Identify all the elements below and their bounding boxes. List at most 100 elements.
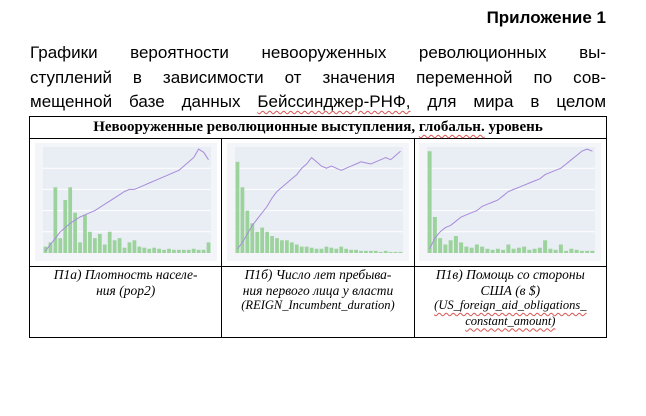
bar bbox=[378, 251, 383, 253]
bar bbox=[569, 248, 574, 253]
bar bbox=[433, 216, 438, 253]
bar bbox=[280, 240, 284, 253]
bar bbox=[590, 250, 595, 253]
caption-c-line1: П1в) Помощь со стороны bbox=[435, 267, 585, 282]
bar bbox=[522, 246, 527, 253]
bar bbox=[496, 248, 501, 253]
bar bbox=[58, 238, 62, 253]
caption-c-line2: США (в $) bbox=[480, 282, 541, 298]
caption-cell-b: П1б) Число лет пребыва- ния первого лица… bbox=[221, 266, 415, 338]
bar bbox=[339, 246, 344, 253]
bar bbox=[137, 246, 141, 253]
bar bbox=[559, 244, 564, 253]
caption-cell-c: П1в) Помощь со стороны США (в $) (US_for… bbox=[413, 266, 608, 338]
bar bbox=[334, 248, 339, 253]
bar bbox=[260, 227, 265, 253]
probability-line bbox=[44, 148, 209, 252]
bar bbox=[548, 248, 553, 253]
bar bbox=[265, 231, 269, 253]
caption-b-line2: ния первого лица у власти bbox=[242, 282, 394, 298]
caption-a-line2: ния (pop2) bbox=[96, 282, 156, 298]
bar bbox=[454, 236, 459, 253]
bar bbox=[294, 244, 299, 253]
bar bbox=[373, 250, 378, 253]
appendix-title: Приложение 1 bbox=[486, 8, 606, 27]
bar bbox=[368, 250, 373, 253]
bar bbox=[151, 247, 156, 253]
plot-area bbox=[427, 147, 596, 253]
bar bbox=[398, 251, 403, 253]
bar bbox=[250, 223, 255, 253]
bar bbox=[270, 236, 274, 253]
bar bbox=[543, 240, 548, 253]
bar bbox=[87, 231, 92, 253]
caption-line-3: мещенной базе данных Бейссинджер-РНФ, дл… bbox=[30, 92, 607, 111]
bar bbox=[304, 246, 309, 253]
bar bbox=[532, 248, 537, 253]
bar bbox=[459, 242, 464, 253]
bar bbox=[480, 246, 485, 253]
bar bbox=[359, 250, 363, 253]
caption-line-1: Графики вероятности невооруженных револю… bbox=[30, 43, 606, 62]
caption-cell-a: П1а) Плотность населе- ния (pop2) bbox=[28, 266, 223, 338]
bar bbox=[191, 248, 196, 253]
bar bbox=[171, 249, 176, 253]
bar bbox=[299, 246, 304, 253]
bar bbox=[181, 249, 186, 253]
bar bbox=[53, 187, 57, 253]
bar bbox=[511, 248, 516, 253]
bar bbox=[289, 242, 294, 253]
caption-a-line1: П1а) Плотность населе- bbox=[53, 267, 198, 282]
bar bbox=[538, 247, 543, 253]
bar bbox=[564, 250, 569, 253]
bar bbox=[102, 244, 107, 253]
plot-area bbox=[42, 147, 211, 253]
bar bbox=[196, 249, 201, 253]
bar bbox=[485, 248, 490, 253]
bar bbox=[63, 200, 67, 253]
bar bbox=[67, 187, 72, 253]
header-misspelled-word: глобальн. bbox=[418, 119, 485, 135]
bar bbox=[448, 240, 453, 253]
bar bbox=[72, 212, 77, 253]
bar bbox=[156, 248, 161, 253]
chart-c bbox=[419, 143, 602, 261]
table-header: Невооруженные революционные выступления,… bbox=[29, 116, 607, 139]
bar bbox=[364, 250, 368, 253]
bar bbox=[176, 249, 181, 253]
bar bbox=[201, 249, 206, 253]
bar bbox=[393, 251, 398, 253]
bar bbox=[186, 249, 191, 253]
bar bbox=[284, 240, 289, 253]
bar bbox=[438, 238, 443, 253]
chart-cell-a bbox=[28, 138, 223, 267]
bar bbox=[329, 247, 334, 253]
bar bbox=[82, 214, 87, 253]
chart-cell-c bbox=[413, 138, 608, 267]
bar bbox=[585, 250, 590, 253]
bar bbox=[275, 238, 279, 253]
bar bbox=[469, 247, 474, 253]
bar bbox=[388, 251, 393, 253]
bar bbox=[132, 240, 136, 253]
bar bbox=[245, 210, 250, 253]
bar bbox=[206, 242, 211, 253]
bar bbox=[43, 246, 48, 253]
bar bbox=[501, 249, 506, 253]
caption-c-line3: (US_foreign_aid_obligations_ bbox=[434, 298, 587, 312]
bar bbox=[161, 249, 166, 253]
caption-line-2: ступлений в зависимости от значения пере… bbox=[30, 67, 606, 87]
bar bbox=[383, 250, 388, 253]
caption-b-line3: (REIGN_Incumbent_duration) bbox=[241, 298, 395, 312]
bar bbox=[427, 151, 432, 253]
bar bbox=[517, 247, 522, 253]
bar bbox=[475, 244, 480, 253]
bar bbox=[580, 250, 585, 253]
bar bbox=[314, 248, 319, 253]
bar bbox=[166, 248, 171, 253]
bar bbox=[77, 242, 82, 253]
bar bbox=[235, 161, 240, 253]
bar bbox=[553, 249, 558, 253]
bar bbox=[349, 249, 353, 253]
bar bbox=[112, 240, 117, 253]
